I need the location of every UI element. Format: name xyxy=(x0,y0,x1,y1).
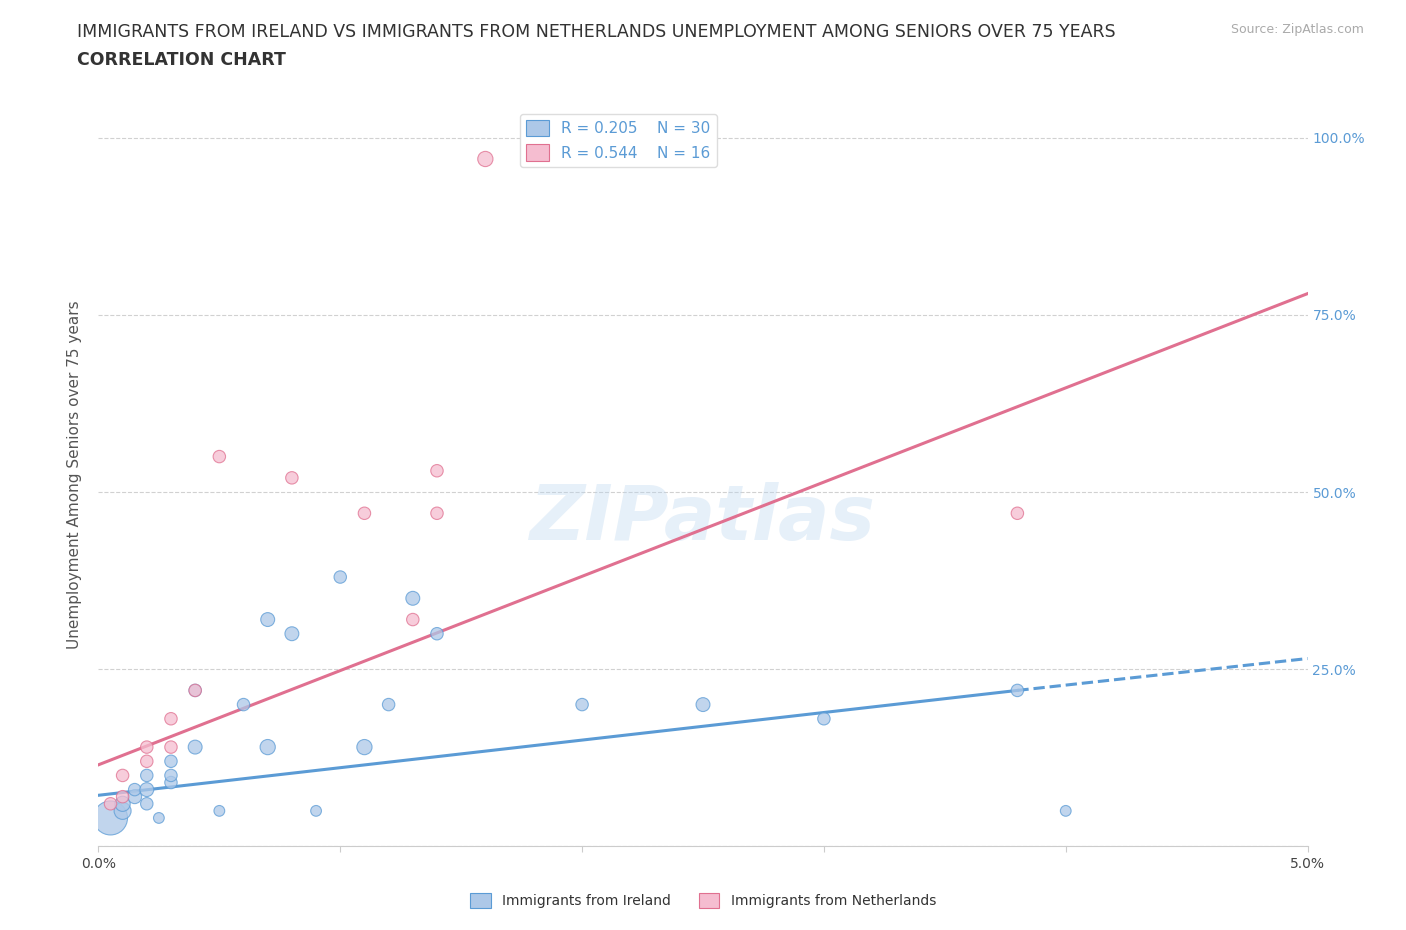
Legend: R = 0.205    N = 30, R = 0.544    N = 16: R = 0.205 N = 30, R = 0.544 N = 16 xyxy=(520,113,717,166)
Point xyxy=(377,698,399,712)
Point xyxy=(281,471,304,485)
Text: ZIPatlas: ZIPatlas xyxy=(530,482,876,556)
Point xyxy=(813,711,835,726)
Point xyxy=(256,739,278,754)
Point xyxy=(1007,506,1029,521)
Point xyxy=(426,463,449,478)
Point xyxy=(402,612,425,627)
Point xyxy=(402,591,425,605)
Point xyxy=(232,698,254,712)
Legend: Immigrants from Ireland, Immigrants from Netherlands: Immigrants from Ireland, Immigrants from… xyxy=(464,888,942,914)
Text: CORRELATION CHART: CORRELATION CHART xyxy=(77,51,287,69)
Point xyxy=(135,782,157,797)
Text: IMMIGRANTS FROM IRELAND VS IMMIGRANTS FROM NETHERLANDS UNEMPLOYMENT AMONG SENIOR: IMMIGRANTS FROM IRELAND VS IMMIGRANTS FR… xyxy=(77,23,1116,41)
Point xyxy=(571,698,593,712)
Point xyxy=(208,449,231,464)
Point xyxy=(281,626,304,641)
Text: Source: ZipAtlas.com: Source: ZipAtlas.com xyxy=(1230,23,1364,36)
Point xyxy=(135,754,157,769)
Point xyxy=(160,711,183,726)
Point xyxy=(160,739,183,754)
Point xyxy=(135,796,157,811)
Point xyxy=(305,804,328,818)
Y-axis label: Unemployment Among Seniors over 75 years: Unemployment Among Seniors over 75 years xyxy=(67,300,83,648)
Point xyxy=(160,768,183,783)
Point xyxy=(208,804,231,818)
Point xyxy=(474,152,496,166)
Point xyxy=(184,739,207,754)
Point xyxy=(426,626,449,641)
Point xyxy=(124,782,146,797)
Point xyxy=(353,506,375,521)
Point xyxy=(135,768,157,783)
Point xyxy=(111,804,134,818)
Point xyxy=(160,754,183,769)
Point xyxy=(100,796,122,811)
Point xyxy=(111,796,134,811)
Point xyxy=(256,612,278,627)
Point xyxy=(160,775,183,790)
Point xyxy=(124,790,146,804)
Point xyxy=(692,698,714,712)
Point xyxy=(353,739,375,754)
Point xyxy=(111,790,134,804)
Point xyxy=(135,739,157,754)
Point xyxy=(1054,804,1077,818)
Point xyxy=(184,683,207,698)
Point xyxy=(426,506,449,521)
Point xyxy=(329,569,352,584)
Point xyxy=(1007,683,1029,698)
Point xyxy=(100,811,122,826)
Point xyxy=(111,768,134,783)
Point xyxy=(184,683,207,698)
Point xyxy=(148,811,170,826)
